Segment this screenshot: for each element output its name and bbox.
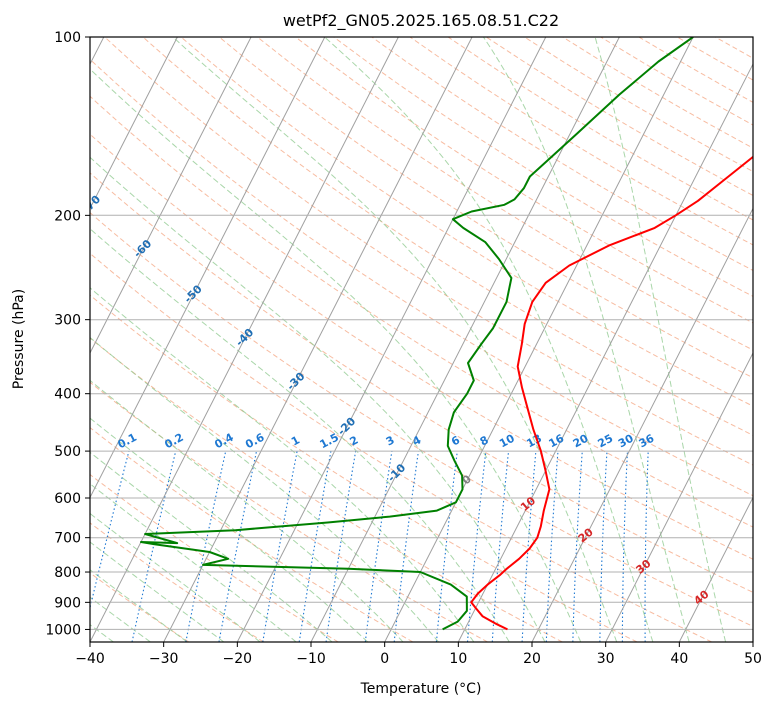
mixing-ratio-line xyxy=(491,451,510,642)
isotherm xyxy=(90,37,178,210)
y-tick-label: 1000 xyxy=(45,622,81,638)
isotherm xyxy=(384,37,694,642)
pressure-grid xyxy=(90,37,753,630)
moist-adiabat xyxy=(482,37,690,642)
isotherm xyxy=(310,37,620,642)
mixing-ratio-label: 20 xyxy=(571,432,591,451)
moist-adiabat xyxy=(172,37,618,642)
isotherm xyxy=(90,37,326,499)
isotherm xyxy=(605,351,753,642)
x-tick-label: 50 xyxy=(744,651,762,667)
mixing-ratio-line xyxy=(435,451,458,642)
moist-adiabat xyxy=(90,417,369,642)
mixing-ratio-line xyxy=(364,451,393,642)
isotherm xyxy=(163,37,473,642)
moist-adiabat xyxy=(324,37,654,642)
x-tick-label: 0 xyxy=(380,651,389,667)
mixing-ratio-line xyxy=(393,451,420,642)
mixing-ratio-label: 16 xyxy=(547,432,567,451)
x-tick-label: 10 xyxy=(449,651,467,667)
moist-adiabat xyxy=(90,483,297,642)
isotherm xyxy=(90,37,252,355)
y-tick-label: 100 xyxy=(54,30,81,46)
isotherm xyxy=(457,62,753,642)
mixing-ratio-line xyxy=(325,451,357,642)
x-tick-label: 20 xyxy=(523,651,541,667)
chart-title: wetPf2_GN05.2025.165.08.51.C22 xyxy=(283,11,559,31)
plot-frame xyxy=(89,36,754,643)
x-tick-label: −30 xyxy=(149,651,179,667)
x-tick-label: −10 xyxy=(296,651,326,667)
dry-adiabat xyxy=(90,473,339,642)
temperature-line xyxy=(470,155,753,631)
isotherm xyxy=(531,207,753,642)
dewpoint-line xyxy=(140,37,694,631)
x-axis-title: Temperature (°C) xyxy=(360,681,482,697)
y-tick-label: 600 xyxy=(54,491,81,507)
isotherm xyxy=(678,496,753,642)
y-axis-title: Pressure (hPa) xyxy=(11,289,27,389)
dry-adiabat xyxy=(333,37,753,297)
y-tick-label: 900 xyxy=(54,595,81,611)
mixing-ratio-line xyxy=(90,450,130,611)
dry-adiabat xyxy=(90,212,753,628)
data-series xyxy=(140,37,753,631)
moist-adiabat xyxy=(594,37,727,642)
moist-adiabat xyxy=(90,336,439,642)
x-tick-label: −20 xyxy=(223,651,253,667)
y-tick-label: 200 xyxy=(54,208,81,224)
dry-adiabat xyxy=(218,37,753,379)
dry-adiabat xyxy=(90,252,712,642)
mixing-ratio-line xyxy=(466,451,487,642)
dry-adiabat xyxy=(142,37,753,436)
mixing-ratio-label: 30 xyxy=(616,432,636,451)
mixing-ratio-label: 25 xyxy=(596,432,616,451)
y-tick-label: 400 xyxy=(54,387,81,403)
moist-adiabat xyxy=(90,287,475,642)
mixing-ratio-label: 36 xyxy=(637,432,657,451)
mixing-ratio-line xyxy=(185,450,227,642)
isotherm xyxy=(236,37,547,642)
dry-adiabat xyxy=(90,337,563,642)
background-lines xyxy=(90,37,753,642)
dry-adiabat xyxy=(180,37,753,407)
axis-ticks: −40 −30 −20 −10 0 10 20 30 40 50 100 200 300 400 500 60… xyxy=(45,30,762,667)
moist-adiabat xyxy=(90,379,404,642)
x-tick-label: 40 xyxy=(670,651,688,667)
y-tick-label: 300 xyxy=(54,313,81,329)
moist-adiabat xyxy=(90,228,510,642)
dry-adiabat xyxy=(90,572,190,642)
dry-adiabat xyxy=(90,294,638,642)
y-tick-label: 700 xyxy=(54,531,81,547)
moist-adiabat xyxy=(90,156,546,642)
dry-adiabat xyxy=(90,95,753,528)
x-tick-label: 30 xyxy=(597,651,615,667)
x-tick-label: −40 xyxy=(75,651,105,667)
mixing-ratio-line xyxy=(131,450,177,642)
y-tick-label: 500 xyxy=(54,444,81,460)
dry-adiabat xyxy=(90,381,488,642)
moist-adiabat xyxy=(90,68,582,642)
y-tick-label: 800 xyxy=(54,565,81,581)
moist-adiabat xyxy=(90,451,333,642)
mixing-ratio-label: 10 xyxy=(497,432,517,451)
